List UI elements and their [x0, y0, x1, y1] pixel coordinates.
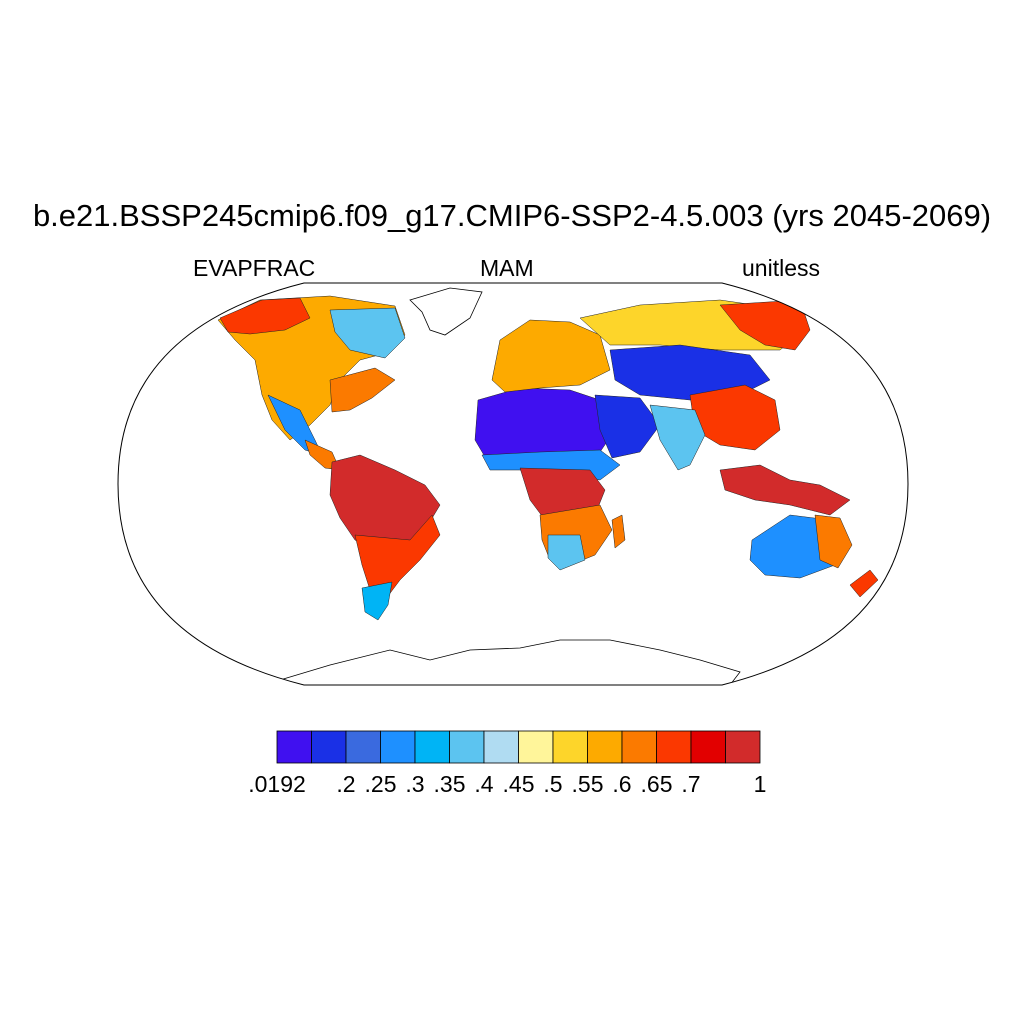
colorbar-swatch [414, 730, 450, 764]
region-south-america-south [354, 514, 441, 601]
colorbar-tick-label: .5 [543, 771, 563, 797]
region-southeast-asia [719, 464, 851, 516]
colorbar-swatch [552, 730, 588, 764]
colorbar-tick-label: .0192 [248, 771, 306, 797]
colorbar-tick-label: .6 [612, 771, 632, 797]
colorbar-swatch [345, 730, 381, 764]
colorbar-swatch [725, 730, 761, 764]
colorbar-swatch [311, 730, 347, 764]
variable-label: EVAPFRAC [193, 255, 316, 281]
colorbar-swatch [276, 730, 312, 764]
region-arabia [594, 394, 661, 459]
colorbar-tick-label: .55 [571, 771, 604, 797]
colorbar-swatch [483, 730, 519, 764]
greenland-outline [409, 287, 483, 336]
units-label: unitless [742, 255, 820, 281]
plot-title: b.e21.BSSP245cmip6.f09_g17.CMIP6-SSP2-4.… [32, 198, 992, 233]
colorbar-tick-label: .65 [640, 771, 673, 797]
colorbar-swatch [690, 730, 726, 764]
antarctica-outline [279, 639, 741, 685]
region-madagascar [611, 514, 626, 549]
colorbar-swatch [449, 730, 485, 764]
colorbar-tick-label: .3 [405, 771, 425, 797]
map-border [117, 282, 909, 686]
region-canada-north [219, 297, 311, 335]
colorbar-swatch [656, 730, 692, 764]
colorbar-tick-label: .35 [433, 771, 466, 797]
region-eastern-us [329, 367, 396, 413]
region-china [689, 384, 781, 451]
colorbar-tick-label: .2 [336, 771, 356, 797]
region-hudson-region [329, 307, 406, 359]
region-kalahari [547, 534, 586, 571]
colorbar-tick-label: .25 [364, 771, 397, 797]
colorbar-tick-label: .7 [681, 771, 701, 797]
colorbar-tick-label: .4 [474, 771, 494, 797]
region-australia-east [814, 514, 853, 569]
colorbar [276, 730, 761, 764]
colorbar-tick-label: .45 [502, 771, 535, 797]
colorbar-swatch [380, 730, 416, 764]
region-patagonia [361, 581, 393, 621]
region-india [649, 404, 706, 471]
colorbar-swatch [587, 730, 623, 764]
season-label: MAM [480, 255, 534, 281]
region-europe [491, 319, 611, 393]
colorbar-swatch [621, 730, 657, 764]
region-new-zealand [849, 569, 879, 598]
colorbar-tick-label: 1 [753, 771, 767, 797]
colorbar-swatch [518, 730, 554, 764]
